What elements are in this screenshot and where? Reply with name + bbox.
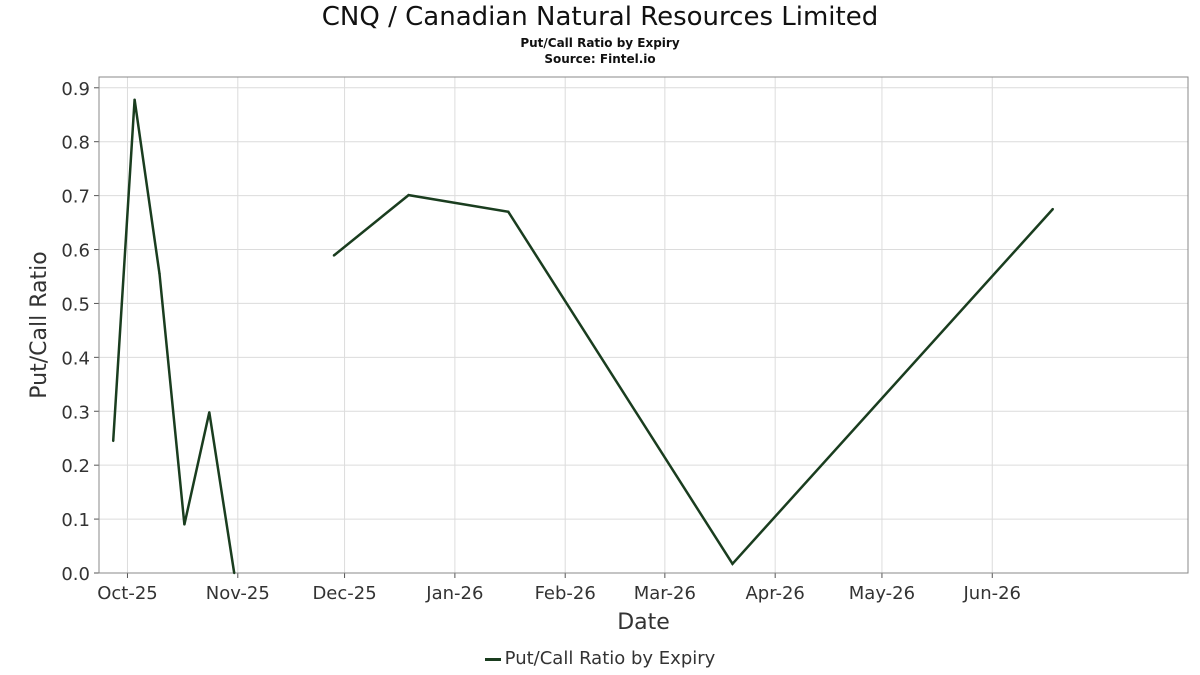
y-axis-label: Put/Call Ratio — [27, 251, 52, 398]
data-point — [507, 210, 510, 213]
y-tick-label: 0.1 — [61, 510, 90, 531]
x-tick-label: Nov-25 — [206, 583, 270, 604]
y-tick-label: 0.0 — [61, 564, 90, 585]
y-tick-label: 0.2 — [61, 456, 90, 477]
y-tick-label: 0.3 — [61, 402, 90, 423]
x-tick-label: Mar-26 — [634, 583, 696, 604]
y-tick-label: 0.7 — [61, 187, 90, 208]
y-tick-label: 0.9 — [61, 79, 90, 100]
data-point — [407, 193, 410, 197]
y-tick-label: 0.5 — [61, 294, 90, 315]
data-point — [183, 523, 186, 526]
data-point — [133, 98, 136, 101]
legend-label: Put/Call Ratio by Expiry — [504, 648, 716, 669]
data-point — [112, 439, 115, 443]
legend-swatch — [484, 657, 501, 661]
chart-source: Source: Fintel.io — [544, 52, 656, 66]
data-point — [158, 272, 161, 275]
data-point — [1051, 207, 1054, 211]
data-point — [233, 571, 236, 575]
x-tick-label: Jan-26 — [425, 583, 483, 604]
data-point — [208, 411, 211, 414]
series-line — [111, 99, 236, 574]
chart-title: CNQ / Canadian Natural Resources Limited — [321, 2, 879, 32]
x-tick-label: Feb-26 — [535, 583, 596, 604]
chart-subtitle: Put/Call Ratio by Expiry — [520, 36, 680, 50]
x-tick-label: Jun-26 — [962, 583, 1021, 604]
plot-area — [99, 77, 1188, 573]
data-point — [731, 562, 734, 566]
y-tick-label: 0.8 — [61, 133, 90, 154]
x-tick-label: Oct-25 — [97, 583, 158, 604]
y-tick-label: 0.4 — [61, 348, 90, 369]
x-axis-label: Date — [617, 610, 670, 635]
x-tick-label: May-26 — [849, 583, 915, 604]
legend: Put/Call Ratio by Expiry — [0, 648, 1200, 669]
x-tick-label: Dec-25 — [312, 583, 376, 604]
x-tick-label: Apr-26 — [745, 583, 804, 604]
plot-border — [98, 76, 1189, 574]
data-point — [332, 254, 336, 257]
y-tick-label: 0.6 — [61, 241, 90, 262]
